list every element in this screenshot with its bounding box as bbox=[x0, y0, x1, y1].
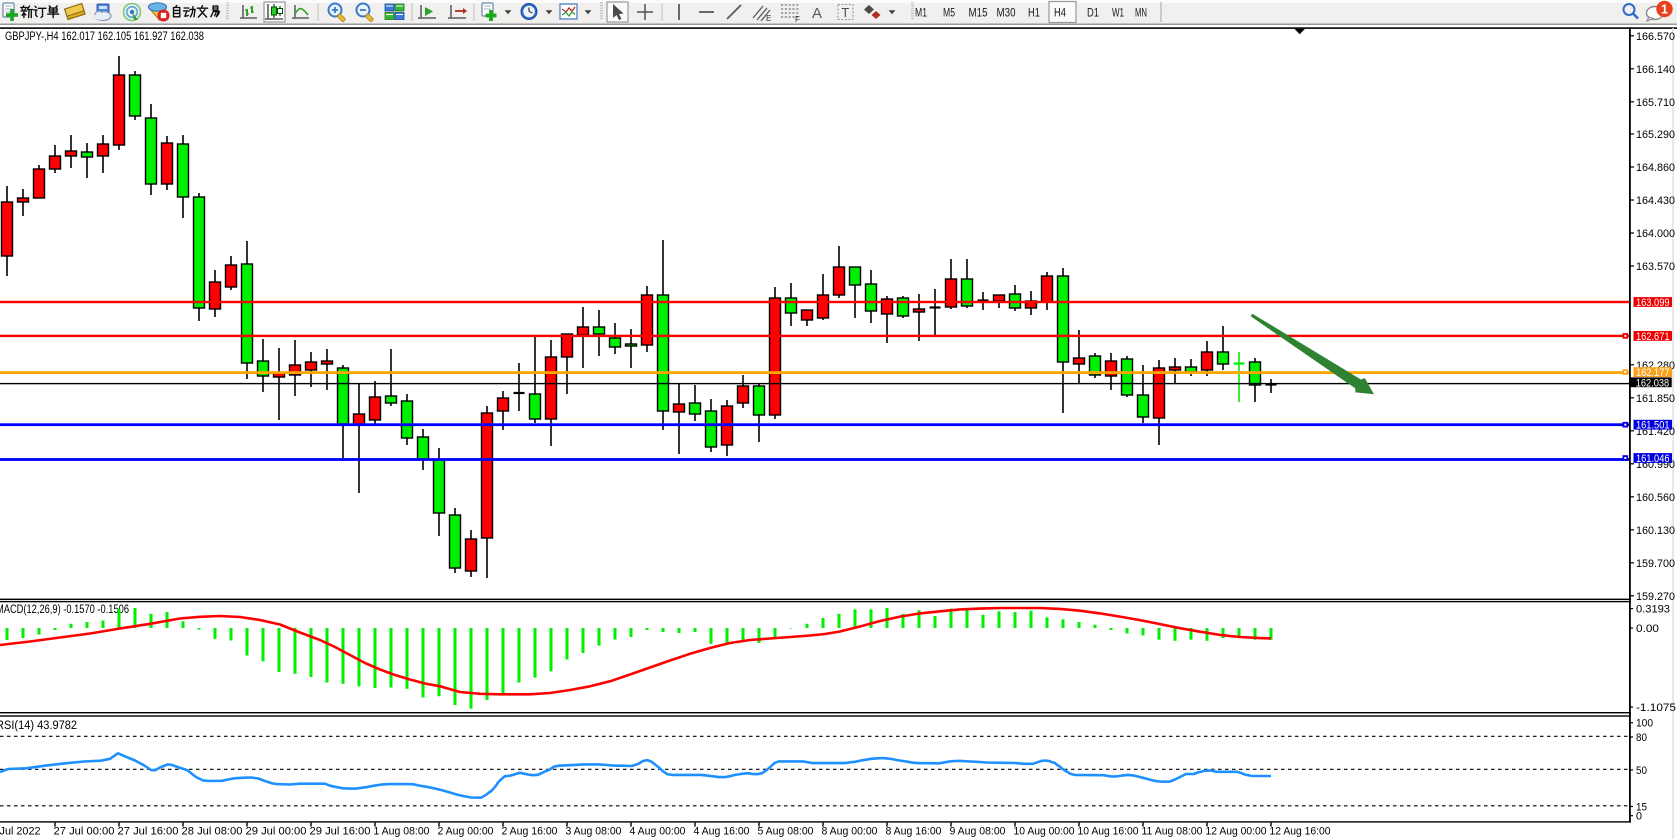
svg-text:0: 0 bbox=[1636, 811, 1642, 823]
svg-text:M1: M1 bbox=[915, 8, 927, 20]
svg-text:H1: H1 bbox=[1028, 8, 1040, 20]
svg-text:4 Aug 16:00: 4 Aug 16:00 bbox=[694, 826, 750, 838]
svg-text:27 Jul 16:00: 27 Jul 16:00 bbox=[118, 826, 179, 838]
svg-text:28 Jul 08:00: 28 Jul 08:00 bbox=[182, 826, 243, 838]
svg-text:165.710: 165.710 bbox=[1636, 97, 1675, 109]
svg-text:M15: M15 bbox=[969, 8, 988, 20]
svg-text:MACD(12,26,9) -0.1570 -0.1506: MACD(12,26,9) -0.1570 -0.1506 bbox=[0, 604, 129, 616]
svg-text:MN: MN bbox=[1135, 8, 1147, 20]
svg-text:162.177: 162.177 bbox=[1636, 367, 1670, 379]
svg-text:4 Aug 00:00: 4 Aug 00:00 bbox=[630, 826, 686, 838]
svg-text:RSI(14) 43.9782: RSI(14) 43.9782 bbox=[0, 720, 77, 732]
svg-text:27 Jul 00:00: 27 Jul 00:00 bbox=[54, 826, 115, 838]
svg-text:80: 80 bbox=[1636, 732, 1647, 744]
svg-text:162.038: 162.038 bbox=[1636, 377, 1670, 389]
svg-text:164.430: 164.430 bbox=[1636, 195, 1675, 207]
svg-text:161.046: 161.046 bbox=[1636, 453, 1670, 465]
svg-text:163.099: 163.099 bbox=[1636, 297, 1670, 309]
svg-text:3 Aug 08:00: 3 Aug 08:00 bbox=[566, 826, 622, 838]
svg-text:D1: D1 bbox=[1087, 8, 1099, 20]
svg-text:12 Aug 00:00: 12 Aug 00:00 bbox=[1206, 826, 1267, 838]
svg-text:161.850: 161.850 bbox=[1636, 393, 1675, 405]
svg-text:163.570: 163.570 bbox=[1636, 261, 1675, 273]
svg-text:159.700: 159.700 bbox=[1636, 558, 1675, 570]
svg-text:8 Aug 16:00: 8 Aug 16:00 bbox=[886, 826, 942, 838]
svg-text:160.130: 160.130 bbox=[1636, 525, 1675, 537]
svg-text:9 Aug 08:00: 9 Aug 08:00 bbox=[950, 826, 1006, 838]
svg-text:M5: M5 bbox=[943, 8, 955, 20]
svg-text:10 Aug 00:00: 10 Aug 00:00 bbox=[1014, 826, 1075, 838]
svg-text:160.560: 160.560 bbox=[1636, 492, 1675, 504]
svg-text:10 Aug 16:00: 10 Aug 16:00 bbox=[1078, 826, 1139, 838]
svg-text:50: 50 bbox=[1636, 765, 1647, 777]
svg-text:0.3193: 0.3193 bbox=[1636, 604, 1670, 616]
svg-text:5 Aug 08:00: 5 Aug 08:00 bbox=[758, 826, 814, 838]
svg-text:166.140: 166.140 bbox=[1636, 64, 1675, 76]
svg-text:166.570: 166.570 bbox=[1636, 31, 1675, 43]
svg-text:11 Aug 08:00: 11 Aug 08:00 bbox=[1142, 826, 1203, 838]
svg-text:2 Aug 00:00: 2 Aug 00:00 bbox=[438, 826, 494, 838]
svg-text:A: A bbox=[812, 5, 822, 22]
svg-text:164.860: 164.860 bbox=[1636, 162, 1675, 174]
svg-text:164.000: 164.000 bbox=[1636, 228, 1675, 240]
svg-text:E: E bbox=[766, 14, 771, 23]
svg-text:165.290: 165.290 bbox=[1636, 129, 1675, 141]
svg-text:1 Aug 08:00: 1 Aug 08:00 bbox=[374, 826, 430, 838]
svg-text:2 Aug 16:00: 2 Aug 16:00 bbox=[502, 826, 558, 838]
svg-text:15: 15 bbox=[1636, 802, 1647, 814]
svg-text:100: 100 bbox=[1636, 718, 1653, 730]
svg-text:0.00: 0.00 bbox=[1636, 623, 1659, 635]
svg-text:M30: M30 bbox=[997, 8, 1016, 20]
svg-text:1: 1 bbox=[1661, 3, 1668, 17]
svg-text:W1: W1 bbox=[1112, 8, 1124, 20]
svg-text:162.671: 162.671 bbox=[1636, 331, 1670, 343]
svg-text:29 Jul 16:00: 29 Jul 16:00 bbox=[310, 826, 371, 838]
svg-text:8 Aug 00:00: 8 Aug 00:00 bbox=[822, 826, 878, 838]
svg-text:159.270: 159.270 bbox=[1636, 591, 1675, 603]
svg-text:-1.1075: -1.1075 bbox=[1636, 702, 1676, 714]
svg-text:F: F bbox=[795, 15, 800, 24]
svg-text:12 Aug 16:00: 12 Aug 16:00 bbox=[1270, 826, 1331, 838]
svg-text:GBPJPY-,H4 162.017 162.105 16: GBPJPY-,H4 162.017 162.105 161.927 162.0… bbox=[5, 31, 204, 43]
svg-text:26 Jul 2022: 26 Jul 2022 bbox=[0, 826, 41, 838]
svg-text:T: T bbox=[842, 6, 850, 20]
svg-text:29 Jul 00:00: 29 Jul 00:00 bbox=[246, 826, 307, 838]
svg-text:161.501: 161.501 bbox=[1636, 420, 1670, 432]
svg-text:H4: H4 bbox=[1054, 8, 1066, 20]
